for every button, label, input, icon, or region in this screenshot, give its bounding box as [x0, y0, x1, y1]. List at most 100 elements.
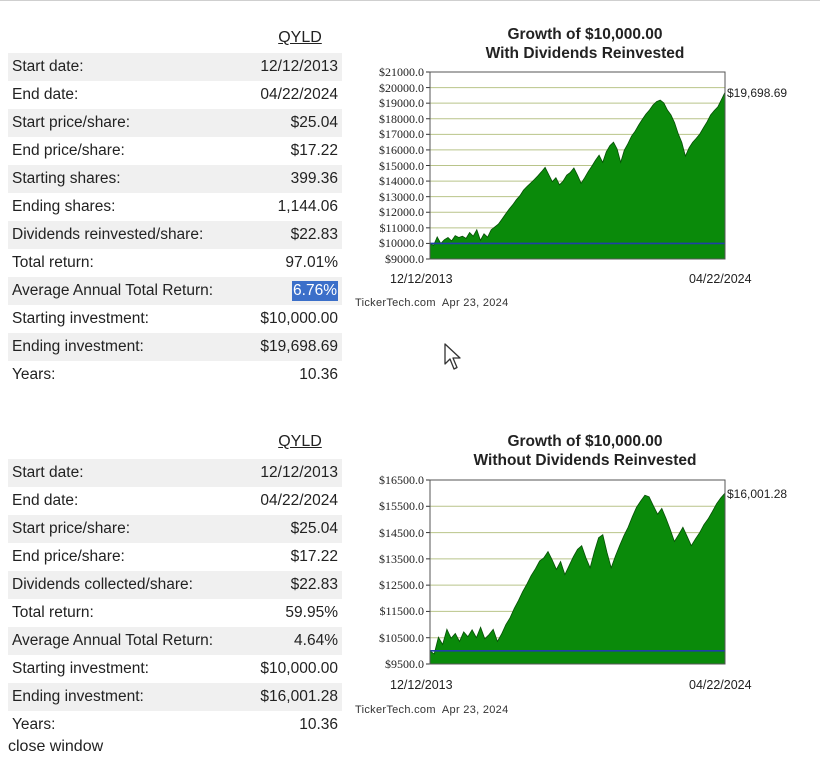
end-value-label: $19,698.69: [727, 86, 788, 101]
chart-subtitle: Without Dividends Reinvested: [473, 452, 697, 469]
stat-row: Ending shares: 1,144.06: [8, 193, 342, 221]
stat-label: Start price/share:: [12, 114, 131, 131]
stat-row: Ending investment: $16,001.28: [8, 683, 342, 711]
y-tick-label: $20000.0: [379, 80, 424, 95]
stat-value: 97.01%: [285, 254, 338, 271]
stat-label: End price/share:: [12, 548, 125, 565]
stat-row: Starting investment: $10,000.00: [8, 305, 342, 333]
stat-value: 399.36: [290, 170, 338, 187]
y-tick-label: $19000.0: [379, 96, 424, 111]
stat-value: 12/12/2013: [260, 464, 338, 481]
close-window-link[interactable]: close window: [8, 738, 104, 755]
stat-label: Start date:: [12, 58, 84, 75]
x-end-label: 04/22/2024: [689, 678, 752, 692]
stat-label: Dividends reinvested/share:: [12, 226, 204, 243]
growth-chart-without-dividends: Growth of $10,000.00 Without Dividends R…: [350, 432, 820, 762]
stat-value: 12/12/2013: [260, 58, 338, 75]
y-tick-label: $15000.0: [379, 158, 424, 173]
stat-label: Years:: [12, 366, 56, 383]
stat-value: $25.04: [290, 520, 338, 537]
stat-row: Years: 10.36: [8, 711, 342, 739]
stat-row: Dividends reinvested/share: $22.83: [8, 221, 342, 249]
y-tick-label: $13000.0: [379, 189, 424, 204]
stats-table-with-dividends: QYLD Start date: 12/12/2013 End date: 04/22…: [8, 28, 342, 388]
chart-credit: TickerTech.com Apr 23, 2024: [355, 297, 509, 309]
y-tick-label: $13500.0: [379, 551, 424, 566]
stat-label: Ending shares:: [12, 198, 116, 215]
stat-label: Total return:: [12, 254, 94, 271]
stat-label: Average Annual Total Return:: [12, 282, 214, 299]
stat-value: $19,698.69: [260, 338, 338, 355]
ticker-link[interactable]: QYLD: [278, 29, 322, 46]
stat-label: Dividends collected/share:: [12, 576, 193, 593]
chart-title: Growth of $10,000.00: [507, 26, 663, 43]
y-tick-label: $15500.0: [379, 499, 424, 514]
stat-row: Start date: 12/12/2013: [8, 53, 342, 81]
mouse-pointer-icon: [444, 343, 462, 376]
stat-value: $10,000.00: [260, 310, 338, 327]
chart-title: Growth of $10,000.00: [507, 433, 663, 450]
stat-label: End date:: [12, 86, 79, 103]
x-start-label: 12/12/2013: [390, 272, 453, 286]
stat-row: Start price/share: $25.04: [8, 109, 342, 137]
stat-value: 1,144.06: [277, 198, 338, 215]
stat-value: 04/22/2024: [260, 492, 338, 509]
stat-label: Ending investment:: [12, 338, 144, 355]
stat-label: Ending investment:: [12, 688, 144, 705]
y-tick-label: $10500.0: [379, 630, 424, 645]
y-tick-label: $14500.0: [379, 525, 424, 540]
y-tick-label: $16000.0: [379, 142, 424, 157]
stat-value: $17.22: [290, 142, 338, 159]
stat-row: Total return: 97.01%: [8, 249, 342, 277]
growth-chart-with-dividends: Growth of $10,000.00 With Dividends Rein…: [350, 25, 820, 355]
chart-credit: TickerTech.com Apr 23, 2024: [355, 704, 509, 716]
stat-label: End price/share:: [12, 142, 125, 159]
stat-row: End price/share: $17.22: [8, 137, 342, 165]
stat-value: 59.95%: [285, 604, 338, 621]
stat-row: Starting investment: $10,000.00: [8, 655, 342, 683]
y-tick-label: $18000.0: [379, 111, 424, 126]
y-tick-label: $11500.0: [379, 604, 424, 619]
ticker-link[interactable]: QYLD: [278, 433, 322, 450]
stat-row: End date: 04/22/2024: [8, 81, 342, 109]
stat-value: $16,001.28: [260, 688, 338, 705]
stat-value: $10,000.00: [260, 660, 338, 677]
stat-row: End date: 04/22/2024: [8, 487, 342, 515]
stat-value: 4.64%: [294, 632, 338, 649]
stat-row: Ending investment: $19,698.69: [8, 333, 342, 361]
x-start-label: 12/12/2013: [390, 678, 453, 692]
stat-value: $17.22: [290, 548, 338, 565]
stat-label: Average Annual Total Return:: [12, 632, 214, 649]
plot-frame: [429, 71, 726, 260]
plot-frame: [429, 479, 726, 665]
y-tick-label: $9500.0: [385, 657, 424, 671]
stat-value: 04/22/2024: [260, 86, 338, 103]
stat-row: Total return: 59.95%: [8, 599, 342, 627]
y-tick-label: $12000.0: [379, 205, 424, 220]
stat-value-selected: 6.76%: [292, 281, 338, 301]
y-tick-label: $17000.0: [379, 127, 424, 142]
stat-value: 10.36: [299, 716, 338, 733]
y-tick-label: $12500.0: [379, 578, 424, 593]
stat-row: Years: 10.36: [8, 361, 342, 389]
stat-value: $22.83: [290, 226, 338, 243]
y-tick-label: $11000.0: [379, 220, 424, 235]
chart-plot: [426, 479, 726, 665]
y-tick-label: $14000.0: [379, 174, 424, 189]
stat-row: Starting shares: 399.36: [8, 165, 342, 193]
stat-label: End date:: [12, 492, 79, 509]
stat-label: Starting investment:: [12, 660, 149, 677]
stat-value: $22.83: [290, 576, 338, 593]
stat-row: Start date: 12/12/2013: [8, 459, 342, 487]
y-tick-label: $21000.0: [379, 65, 424, 79]
stat-label: Starting investment:: [12, 310, 149, 327]
stat-value: 10.36: [299, 366, 338, 383]
stats-rows: Start date: 12/12/2013 End date: 04/22/2024…: [8, 459, 342, 739]
stat-label: Start date:: [12, 464, 84, 481]
stats-table-without-dividends: QYLD Start date: 12/12/2013 End date: 04/22…: [8, 432, 342, 742]
stat-label: Total return:: [12, 604, 94, 621]
stat-row: End price/share: $17.22: [8, 543, 342, 571]
y-tick-label: $10000.0: [379, 236, 424, 251]
stat-label: Starting shares:: [12, 170, 121, 187]
series-area: [429, 92, 726, 260]
